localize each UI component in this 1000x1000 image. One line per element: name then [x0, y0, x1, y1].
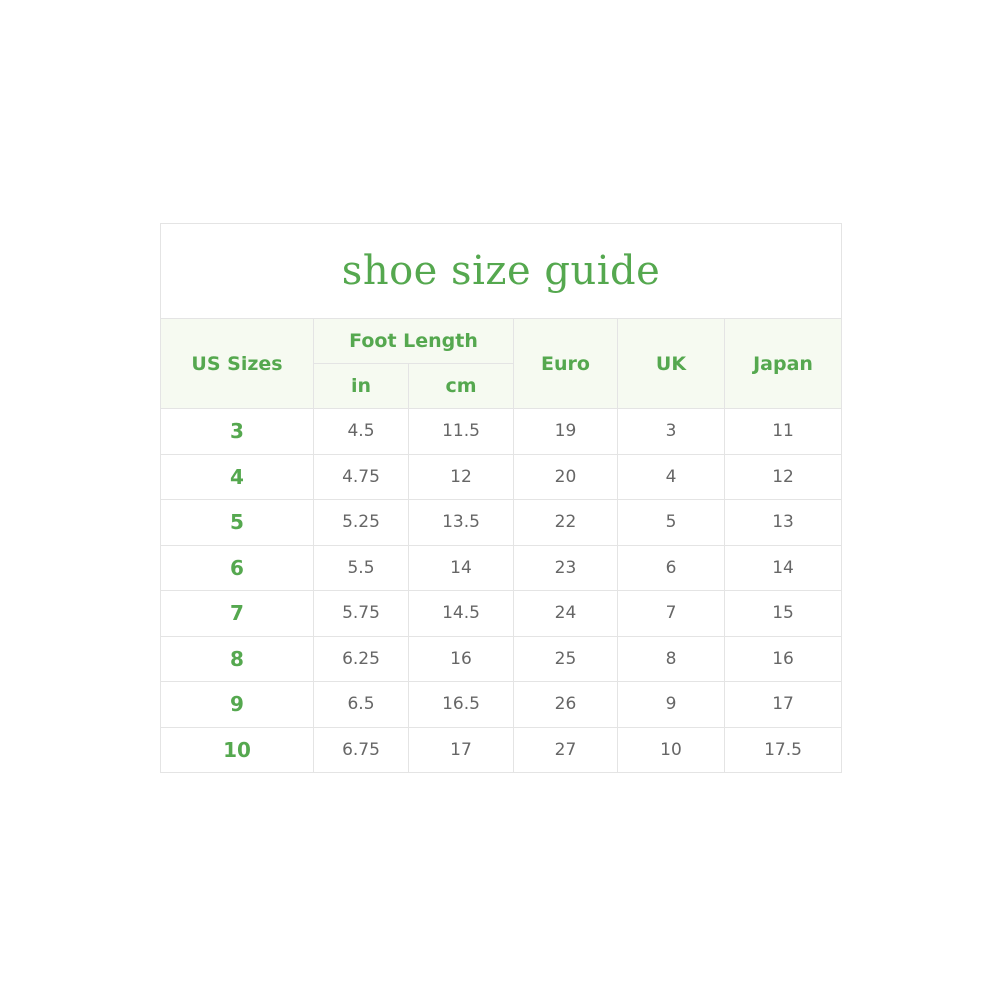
- size-cell: 19: [513, 408, 618, 455]
- size-cell: 4.5: [313, 408, 409, 455]
- size-cell: 17: [408, 726, 514, 773]
- size-cell: 6: [617, 544, 725, 591]
- table-row: 7 5.75 14.5 24 7 15: [160, 590, 843, 637]
- header-cell: Euro: [513, 318, 618, 409]
- table-row: 9 6.5 16.5 26 9 17: [160, 681, 843, 728]
- us-size-cell: 10: [160, 726, 314, 773]
- size-cell: 14.5: [408, 590, 514, 637]
- us-size-cell: 8: [160, 635, 314, 682]
- table-row: 6 5.5 14 23 6 14: [160, 544, 843, 591]
- size-cell: 25: [513, 635, 618, 682]
- table-row: 8 6.25 16 25 8 16: [160, 635, 843, 682]
- size-cell: 5.75: [313, 590, 409, 637]
- size-cell: 15: [723, 590, 843, 637]
- size-cell: 9: [617, 681, 725, 728]
- size-cell: 4.75: [313, 453, 409, 500]
- size-cell: 6.25: [313, 635, 409, 682]
- size-cell: 10: [617, 726, 725, 773]
- size-cell: 16: [408, 635, 514, 682]
- size-cell: 11.5: [408, 408, 514, 455]
- size-cell: 20: [513, 453, 618, 500]
- size-cell: 17: [723, 681, 843, 728]
- size-cell: 27: [513, 726, 618, 773]
- size-cell: 6.5: [313, 681, 409, 728]
- size-cell: 16: [723, 635, 843, 682]
- size-cell: 24: [513, 590, 618, 637]
- size-cell: 23: [513, 544, 618, 591]
- us-size-cell: 4: [160, 453, 314, 500]
- us-size-cell: 9: [160, 681, 314, 728]
- table-row: 10 6.75 17 27 10 17.5: [160, 726, 843, 773]
- us-size-cell: 5: [160, 499, 314, 546]
- size-cell: 14: [723, 544, 843, 591]
- size-cell: 4: [617, 453, 725, 500]
- us-size-cell: 7: [160, 590, 314, 637]
- size-cell: 17.5: [723, 726, 843, 773]
- size-cell: 7: [617, 590, 725, 637]
- header-cell: cm: [408, 363, 514, 409]
- size-cell: 6.75: [313, 726, 409, 773]
- header-cell: Japan: [723, 318, 843, 409]
- header-cell: UK: [617, 318, 725, 409]
- header-cell: Foot Length: [313, 318, 514, 364]
- size-cell: 5: [617, 499, 725, 546]
- us-size-cell: 6: [160, 544, 314, 591]
- table-row: 4 4.75 12 20 4 12: [160, 453, 843, 500]
- table-body: 3 4.5 11.5 19 3 11 4 4.75 12 20 4 12 5 5.25 13.5 22 5 13 6…: [160, 408, 843, 773]
- size-cell: 13: [723, 499, 843, 546]
- table-row: 5 5.25 13.5 22 5 13: [160, 499, 843, 546]
- size-cell: 22: [513, 499, 618, 546]
- table-title: shoe size guide: [159, 223, 843, 319]
- table-row: 3 4.5 11.5 19 3 11: [160, 408, 843, 455]
- size-cell: 5.25: [313, 499, 409, 546]
- size-cell: 13.5: [408, 499, 514, 546]
- size-cell: 14: [408, 544, 514, 591]
- header-cell: in: [313, 363, 409, 409]
- size-cell: 12: [408, 453, 514, 500]
- size-cell: 12: [723, 453, 843, 500]
- size-cell: 8: [617, 635, 725, 682]
- size-cell: 26: [513, 681, 618, 728]
- size-cell: 11: [723, 408, 843, 455]
- size-cell: 16.5: [408, 681, 514, 728]
- size-cell: 3: [617, 408, 725, 455]
- size-cell: 5.5: [313, 544, 409, 591]
- us-size-cell: 3: [160, 408, 314, 455]
- size-table: shoe size guide US Sizes Foot Length Eur…: [159, 223, 843, 773]
- header-cell: US Sizes: [160, 318, 314, 409]
